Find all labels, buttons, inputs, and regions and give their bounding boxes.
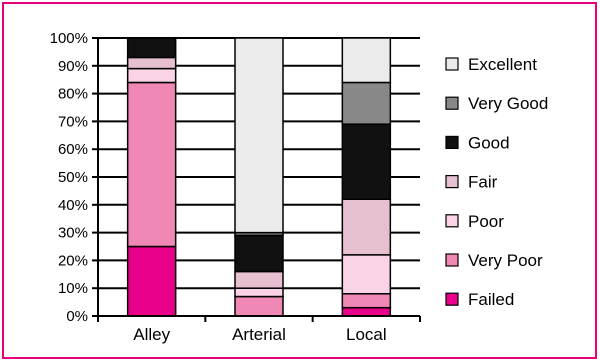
- legend-label: Good: [468, 133, 510, 152]
- bar-segment-fair-local: [341, 198, 392, 256]
- y-tick-label: 70%: [58, 113, 88, 130]
- bar-segment-very-poor-local: [341, 293, 392, 309]
- chart-frame: [2, 2, 597, 359]
- legend-label: Failed: [468, 290, 514, 309]
- bar-segment-good-arterial: [234, 234, 284, 273]
- y-tick-labels: 0% 10% 20% 30% 40% 50% 60% 70% 80% 90% 100%: [50, 30, 88, 325]
- axes: [92, 37, 421, 322]
- y-tick-label: 40%: [58, 197, 88, 214]
- legend-swatch: [445, 96, 459, 110]
- y-tick-label: 60%: [58, 141, 88, 158]
- bar-segment-failed-alley: [126, 245, 177, 317]
- legend: Excellent Very Good Good Fair Poor Very Poor F…: [445, 55, 548, 309]
- legend-label: Very Good: [468, 94, 548, 113]
- bar-segment-good-alley: [126, 37, 177, 59]
- legend-swatch: [445, 135, 459, 149]
- y-tick-label: 10%: [58, 280, 88, 297]
- bar-segment-poor-local: [341, 254, 392, 295]
- bar-segment-very-good-local: [341, 81, 392, 125]
- x-category-label: Arterial: [232, 325, 286, 344]
- bar-segment-poor-arterial: [234, 287, 284, 298]
- y-tick-label: 50%: [58, 169, 88, 186]
- legend-label: Excellent: [468, 55, 537, 74]
- bar-segment-fair-alley: [126, 56, 177, 70]
- y-tick-label: 100%: [50, 30, 88, 47]
- legend-swatch: [445, 292, 459, 306]
- y-tick-label: 80%: [58, 86, 88, 103]
- y-tick-label: 90%: [58, 58, 88, 75]
- y-tick-label: 20%: [58, 252, 88, 269]
- bar-segment-failed-local: [341, 306, 392, 317]
- bar-segment-fair-arterial: [234, 270, 284, 289]
- legend-label: Very Poor: [468, 251, 543, 270]
- y-tick-label: 30%: [58, 225, 88, 242]
- legend-swatch: [445, 57, 459, 71]
- legend-swatch: [445, 253, 459, 267]
- bar-segment-excellent-arterial: [234, 37, 284, 234]
- bars: [126, 37, 392, 317]
- y-tick-label: 0%: [66, 308, 88, 325]
- bar-segment-excellent-local: [341, 37, 392, 84]
- x-category-label: Alley: [133, 325, 170, 344]
- legend-label: Fair: [468, 173, 498, 192]
- x-category-labels: Alley Arterial Local: [133, 325, 386, 344]
- bar-segment-very-poor-alley: [126, 81, 177, 248]
- legend-swatch: [445, 175, 459, 189]
- legend-label: Poor: [468, 212, 504, 231]
- bar-segment-poor-alley: [126, 67, 177, 84]
- x-category-label: Local: [346, 325, 387, 344]
- legend-swatch: [445, 214, 459, 228]
- bar-segment-very-poor-arterial: [234, 295, 284, 317]
- bar-segment-good-local: [341, 123, 392, 200]
